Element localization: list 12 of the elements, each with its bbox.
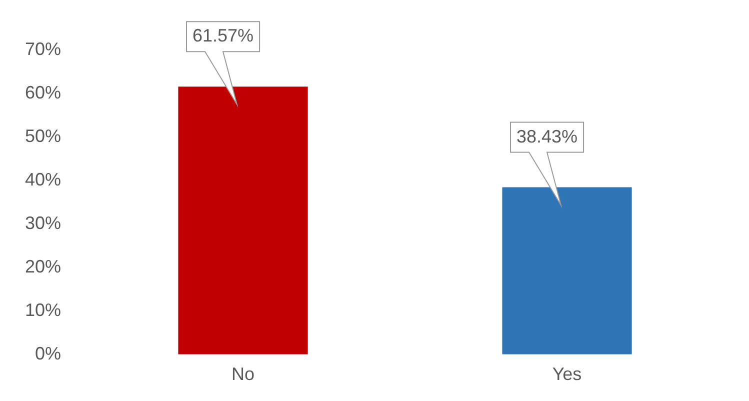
- y-tick-label: 0%: [35, 343, 62, 364]
- x-tick-label: No: [232, 364, 255, 384]
- y-tick-label: 60%: [24, 82, 62, 102]
- y-tick-label: 40%: [24, 169, 62, 190]
- data-label: 38.43%: [516, 126, 578, 146]
- x-tick-label: Yes: [552, 364, 582, 384]
- data-label: 61.57%: [192, 26, 254, 46]
- y-tick-label: 70%: [24, 38, 62, 59]
- y-tick-label: 30%: [24, 212, 62, 233]
- y-tick-label: 10%: [24, 300, 62, 320]
- y-tick-label: 50%: [24, 126, 62, 146]
- y-tick-label: 20%: [24, 256, 62, 276]
